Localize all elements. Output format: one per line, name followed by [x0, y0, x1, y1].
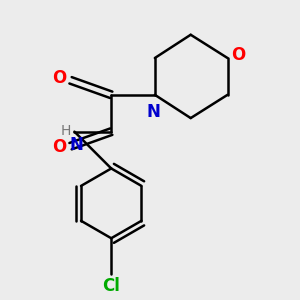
Text: N: N: [69, 136, 83, 154]
Text: N: N: [147, 103, 161, 121]
Text: O: O: [52, 69, 67, 87]
Text: O: O: [231, 46, 246, 64]
Text: Cl: Cl: [102, 277, 120, 295]
Text: O: O: [52, 138, 67, 156]
Text: H: H: [60, 124, 70, 138]
